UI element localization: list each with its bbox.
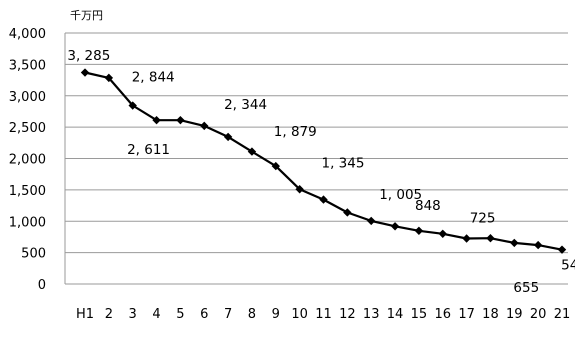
data-point-12 — [367, 216, 376, 226]
y-tick-label-0: 0 — [38, 278, 46, 293]
x-tick-label-14: 15 — [411, 307, 428, 322]
x-tick-label-0: H1 — [76, 307, 94, 322]
x-tick-label-10: 11 — [315, 307, 332, 322]
x-tick-label-19: 20 — [530, 307, 547, 322]
y-tick-label-2: 1,000 — [9, 215, 46, 230]
x-tick-label-1: 2 — [105, 307, 113, 322]
axis-layer: 0 500 1,000 1,500 2,000 2,500 3,000 3,500 4,000 千… — [9, 9, 570, 322]
x-tick-label-16: 17 — [458, 307, 475, 322]
y-tick-label-4: 2,000 — [9, 153, 46, 168]
data-point-16 — [462, 234, 471, 243]
data-label-10: 1, 345 — [322, 156, 365, 172]
data-point-19 — [533, 240, 543, 250]
x-tick-label-20: 21 — [554, 307, 571, 322]
x-tick-label-8: 9 — [272, 307, 280, 322]
y-tick-label-5: 2,500 — [9, 121, 46, 136]
data-point-6 — [223, 132, 233, 142]
x-tick-label-18: 19 — [506, 307, 523, 322]
data-label-14: 848 — [415, 198, 441, 214]
data-point-17 — [486, 233, 495, 243]
x-tick-label-6: 7 — [224, 307, 232, 322]
data-label-3: 2, 611 — [127, 142, 170, 158]
y-tick-label-1: 500 — [21, 247, 46, 262]
data-point-11 — [343, 208, 352, 217]
data-label-6: 2, 344 — [224, 97, 267, 113]
data-label-18: 655 — [513, 280, 539, 296]
x-tick-label-17: 18 — [482, 307, 499, 322]
x-tick-label-7: 8 — [248, 307, 256, 322]
data-label-16: 725 — [470, 211, 496, 227]
data-point-14 — [414, 226, 424, 235]
data-label-20: 547 — [561, 258, 575, 274]
data-point-20 — [557, 245, 567, 254]
data-point-18 — [510, 238, 519, 248]
x-tick-label-2: 3 — [129, 307, 137, 322]
data-point-15 — [438, 229, 447, 238]
y-axis-unit-label: 千万円 — [70, 9, 103, 22]
label-layer: 3, 285 2, 844 2, 611 2, 344 1, 879 1, 345 1, 0… — [67, 48, 575, 296]
x-tick-label-4: 5 — [176, 307, 184, 322]
data-point-0 — [80, 68, 90, 77]
data-point-13 — [390, 222, 400, 231]
data-point-8 — [271, 161, 280, 171]
x-tick-label-12: 13 — [363, 307, 380, 322]
data-point-5 — [200, 121, 209, 131]
x-tick-label-13: 14 — [387, 307, 404, 322]
data-point-3 — [152, 115, 161, 125]
data-point-1 — [104, 73, 114, 83]
x-tick-label-5: 6 — [200, 307, 208, 322]
data-point-10 — [319, 195, 328, 204]
x-tick-label-9: 10 — [291, 307, 308, 322]
data-label-1: 3, 285 — [67, 48, 110, 64]
data-point-9 — [295, 185, 304, 194]
series-layer — [80, 68, 567, 254]
y-tick-label-8: 4,000 — [9, 27, 46, 42]
data-point-2 — [128, 101, 137, 110]
data-label-12: 1, 005 — [379, 187, 422, 203]
data-label-8: 1, 879 — [274, 124, 317, 140]
y-tick-label-7: 3,500 — [9, 58, 46, 73]
x-tick-label-15: 16 — [434, 307, 451, 322]
data-point-7 — [247, 147, 257, 156]
data-point-4 — [176, 115, 185, 125]
y-tick-label-3: 1,500 — [9, 184, 46, 199]
grid-layer — [65, 32, 568, 285]
data-label-2: 2, 844 — [132, 70, 175, 86]
y-tick-label-6: 3,000 — [9, 90, 46, 105]
x-tick-label-3: 4 — [152, 307, 160, 322]
x-tick-label-11: 12 — [339, 307, 356, 322]
